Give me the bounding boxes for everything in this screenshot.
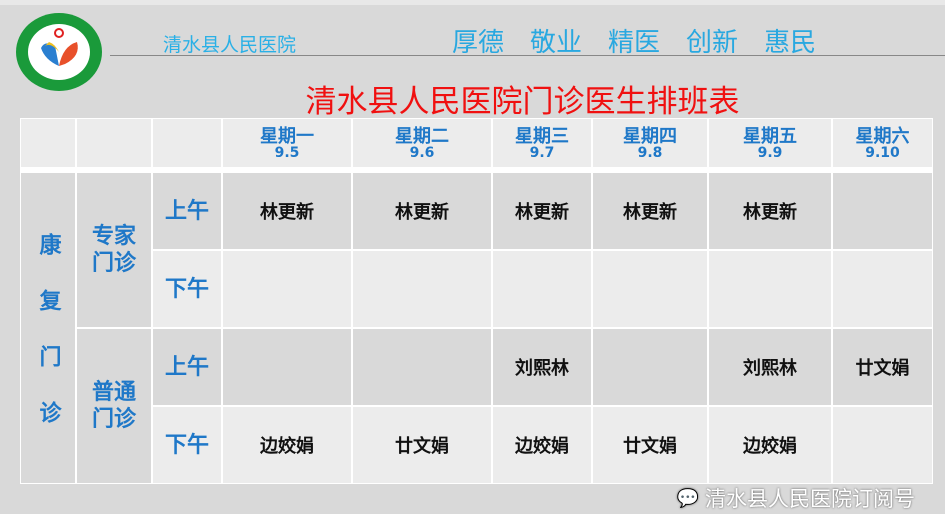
header-empty-cell bbox=[77, 119, 151, 167]
day-header: 星期三 9.7 bbox=[493, 119, 591, 167]
schedule-table: 星期一 9.5 星期二 9.6 星期三 9.7 星期四 9.8 星期五 9.9 星期六 9.10 康复门… bbox=[20, 118, 933, 484]
doctor-cell: 林更新 bbox=[223, 173, 351, 249]
doctor-cell: 林更新 bbox=[593, 173, 707, 249]
slogan: 敬业 bbox=[530, 28, 583, 58]
day-name: 星期五 bbox=[743, 125, 797, 147]
slogans: 厚德 敬业 精医 创新 惠民 bbox=[452, 22, 842, 59]
day-header: 星期四 9.8 bbox=[593, 119, 707, 167]
hospital-name: 清水县人民医院 bbox=[163, 34, 297, 56]
section-label: 普通门诊 bbox=[91, 380, 136, 432]
department-cell: 康复门诊 bbox=[21, 173, 75, 483]
hospital-logo bbox=[16, 13, 102, 91]
doctor-cell bbox=[223, 329, 351, 405]
day-header: 星期五 9.9 bbox=[709, 119, 831, 167]
doctor-cell: 林更新 bbox=[353, 173, 491, 249]
header-empty-cell bbox=[153, 119, 221, 167]
doctor-cell bbox=[833, 173, 932, 249]
doctor-cell: 廿文娟 bbox=[353, 407, 491, 483]
header-empty-cell bbox=[21, 119, 75, 167]
watermark-text: 清水县人民医院订阅号 bbox=[705, 487, 915, 511]
watermark: 💬 清水县人民医院订阅号 bbox=[677, 486, 915, 512]
doctor-cell: 刘熙林 bbox=[493, 329, 591, 405]
wechat-icon: 💬 bbox=[676, 488, 699, 509]
section-label: 专家门诊 bbox=[91, 224, 136, 276]
day-name: 星期四 bbox=[623, 125, 677, 147]
day-date: 9.8 bbox=[637, 144, 663, 161]
doctor-cell: 边姣娟 bbox=[223, 407, 351, 483]
doctor-cell: 边姣娟 bbox=[493, 407, 591, 483]
day-date: 9.7 bbox=[529, 144, 555, 161]
doctor-cell: 边姣娟 bbox=[709, 407, 831, 483]
doctor-cell bbox=[223, 251, 351, 327]
top-bar bbox=[0, 0, 945, 5]
doctor-cell bbox=[833, 251, 932, 327]
day-name: 星期二 bbox=[395, 125, 449, 147]
slogan: 厚德 bbox=[452, 28, 505, 58]
day-header: 星期六 9.10 bbox=[833, 119, 932, 167]
day-name: 星期三 bbox=[515, 125, 569, 147]
day-name: 星期一 bbox=[260, 125, 314, 147]
section-cell: 普通门诊 bbox=[77, 329, 151, 483]
slogan: 惠民 bbox=[764, 28, 817, 58]
period-label: 上午 bbox=[153, 329, 221, 405]
slogan: 精医 bbox=[608, 28, 661, 58]
slogan: 创新 bbox=[686, 28, 739, 58]
department-label: 康复门诊 bbox=[35, 233, 61, 457]
doctor-cell bbox=[709, 251, 831, 327]
period-label: 下午 bbox=[153, 251, 221, 327]
doctor-cell bbox=[833, 407, 932, 483]
doctor-cell bbox=[353, 329, 491, 405]
doctor-cell: 廿文娟 bbox=[833, 329, 932, 405]
day-name: 星期六 bbox=[855, 125, 910, 147]
doctor-cell bbox=[593, 329, 707, 405]
doctor-cell: 刘熙林 bbox=[709, 329, 831, 405]
day-date: 9.5 bbox=[274, 144, 300, 161]
section-cell: 专家门诊 bbox=[77, 173, 151, 327]
doctor-cell bbox=[493, 251, 591, 327]
doctor-cell bbox=[593, 251, 707, 327]
period-label: 上午 bbox=[153, 173, 221, 249]
day-date: 9.6 bbox=[409, 144, 435, 161]
doctor-cell bbox=[353, 251, 491, 327]
period-label: 下午 bbox=[153, 407, 221, 483]
day-header: 星期一 9.5 bbox=[223, 119, 351, 167]
page-title: 清水县人民医院门诊医生排班表 bbox=[305, 84, 740, 120]
doctor-cell: 林更新 bbox=[493, 173, 591, 249]
day-date: 9.10 bbox=[865, 144, 900, 161]
doctor-cell: 廿文娟 bbox=[593, 407, 707, 483]
day-date: 9.9 bbox=[757, 144, 783, 161]
doctor-cell: 林更新 bbox=[709, 173, 831, 249]
header-divider bbox=[110, 55, 945, 56]
day-header: 星期二 9.6 bbox=[353, 119, 491, 167]
